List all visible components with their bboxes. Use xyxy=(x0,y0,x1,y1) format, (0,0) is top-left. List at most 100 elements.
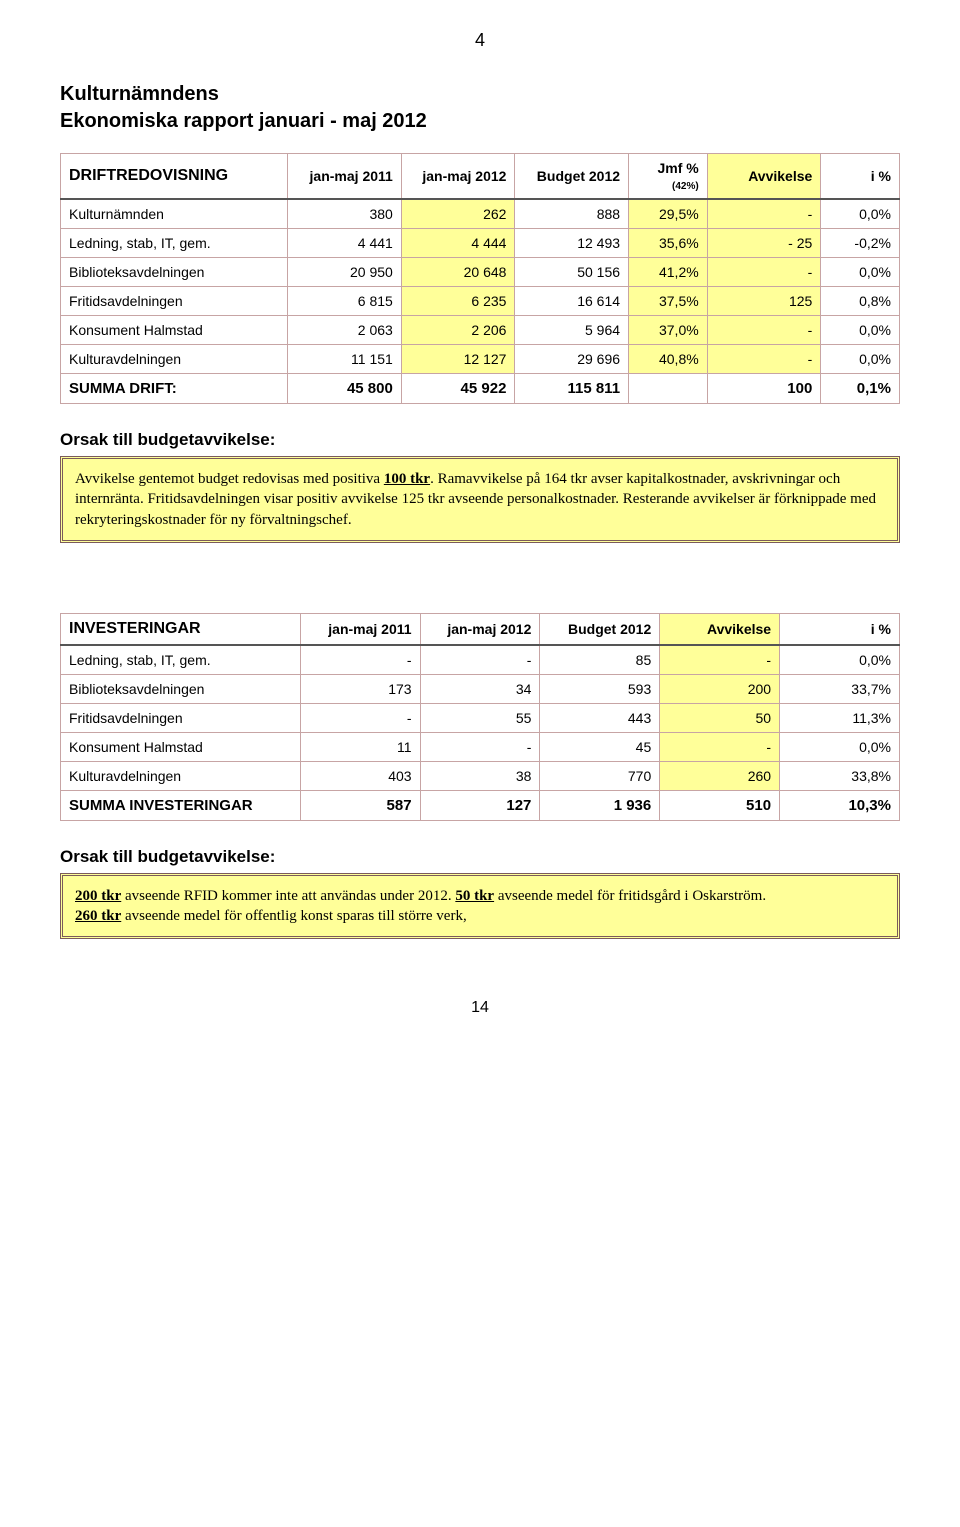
drift-sum-row: SUMMA DRIFT: 45 800 45 922 115 811 100 0… xyxy=(61,374,900,404)
note1-amount: 100 tkr xyxy=(384,471,430,487)
invest-header-c5: Avvikelse xyxy=(660,613,780,645)
drift-header-c5: Avvikelse xyxy=(707,154,821,200)
table-row: Konsument Halmstad2 0632 2065 96437,0%-0… xyxy=(61,316,900,345)
cell: 16 614 xyxy=(515,287,629,316)
page-number-bottom: 14 xyxy=(60,999,900,1017)
cell: 33,7% xyxy=(780,674,900,703)
invest-sum-label: SUMMA INVESTERINGAR xyxy=(61,790,301,820)
orsak-heading-1: Orsak till budgetavvikelse: xyxy=(60,430,900,450)
drift-header-c6: i % xyxy=(821,154,900,200)
page-number-top: 4 xyxy=(60,30,900,51)
cell: 888 xyxy=(515,199,629,229)
cell: 41,2% xyxy=(629,258,708,287)
cell: 443 xyxy=(540,703,660,732)
cell: 11 xyxy=(300,732,420,761)
cell: - xyxy=(420,732,540,761)
cell: 34 xyxy=(420,674,540,703)
cell: Kulturavdelningen xyxy=(61,761,301,790)
invest-sum-c3: 1 936 xyxy=(540,790,660,820)
drift-header-c4: Jmf % (42%) xyxy=(629,154,708,200)
table-row: Ledning, stab, IT, gem.4 4414 44412 4933… xyxy=(61,229,900,258)
cell: 0,0% xyxy=(821,258,900,287)
invest-header-label: INVESTERINGAR xyxy=(61,613,301,645)
cell: - xyxy=(660,645,780,675)
report-title: Kulturnämndens Ekonomiska rapport januar… xyxy=(60,81,900,135)
drift-sum-c2: 45 922 xyxy=(401,374,515,404)
drift-header-c1: jan-maj 2011 xyxy=(288,154,402,200)
cell: 45 xyxy=(540,732,660,761)
cell: - xyxy=(707,258,821,287)
invest-table: INVESTERINGAR jan-maj 2011 jan-maj 2012 … xyxy=(60,613,900,821)
cell: 85 xyxy=(540,645,660,675)
cell: Biblioteksavdelningen xyxy=(61,258,288,287)
cell: Biblioteksavdelningen xyxy=(61,674,301,703)
drift-sum-label: SUMMA DRIFT: xyxy=(61,374,288,404)
note2-amt-2: 50 tkr xyxy=(455,888,494,904)
invest-sum-c6: 10,3% xyxy=(780,790,900,820)
cell: Ledning, stab, IT, gem. xyxy=(61,645,301,675)
cell: 2 063 xyxy=(288,316,402,345)
cell: - xyxy=(300,645,420,675)
table-row: Kulturavdelningen11 15112 12729 69640,8%… xyxy=(61,345,900,374)
cell: 0,0% xyxy=(821,345,900,374)
cell: 6 815 xyxy=(288,287,402,316)
cell: 40,8% xyxy=(629,345,708,374)
cell: 262 xyxy=(401,199,515,229)
cell: Ledning, stab, IT, gem. xyxy=(61,229,288,258)
drift-sum-c4 xyxy=(629,374,708,404)
invest-header-c6: i % xyxy=(780,613,900,645)
note-box-1: Avvikelse gentemot budget redovisas med … xyxy=(60,456,900,543)
table-row: Fritidsavdelningen-554435011,3% xyxy=(61,703,900,732)
cell: 5 964 xyxy=(515,316,629,345)
cell: 12 493 xyxy=(515,229,629,258)
cell: - xyxy=(660,732,780,761)
invest-sum-c5: 510 xyxy=(660,790,780,820)
invest-sum-c2: 127 xyxy=(420,790,540,820)
invest-header-c3: Budget 2012 xyxy=(540,613,660,645)
cell: 770 xyxy=(540,761,660,790)
drift-sum-c5: 100 xyxy=(707,374,821,404)
cell: 50 156 xyxy=(515,258,629,287)
cell: Konsument Halmstad xyxy=(61,316,288,345)
note2-amt-1: 200 tkr xyxy=(75,888,121,904)
cell: 2 206 xyxy=(401,316,515,345)
drift-header-label: DRIFTREDOVISNING xyxy=(61,154,288,200)
drift-header-row: DRIFTREDOVISNING jan-maj 2011 jan-maj 20… xyxy=(61,154,900,200)
invest-header-c2: jan-maj 2012 xyxy=(420,613,540,645)
cell: - 25 xyxy=(707,229,821,258)
invest-sum-row: SUMMA INVESTERINGAR 587 127 1 936 510 10… xyxy=(61,790,900,820)
cell: 38 xyxy=(420,761,540,790)
cell: 4 441 xyxy=(288,229,402,258)
table-row: Konsument Halmstad11-45-0,0% xyxy=(61,732,900,761)
cell: 50 xyxy=(660,703,780,732)
note2-text-b: avseende RFID kommer inte att användas u… xyxy=(121,888,455,904)
cell: - xyxy=(420,645,540,675)
table-row: Ledning, stab, IT, gem.--85-0,0% xyxy=(61,645,900,675)
cell: Fritidsavdelningen xyxy=(61,703,301,732)
invest-header-c1: jan-maj 2011 xyxy=(300,613,420,645)
table-row: Kulturnämnden38026288829,5%-0,0% xyxy=(61,199,900,229)
cell: 29 696 xyxy=(515,345,629,374)
cell: 173 xyxy=(300,674,420,703)
cell: 37,5% xyxy=(629,287,708,316)
note1-text-a: Avvikelse gentemot budget redovisas med … xyxy=(75,471,384,487)
cell: Kulturnämnden xyxy=(61,199,288,229)
cell: 20 950 xyxy=(288,258,402,287)
cell: 380 xyxy=(288,199,402,229)
cell: 0,8% xyxy=(821,287,900,316)
drift-sum-c6: 0,1% xyxy=(821,374,900,404)
cell: 0,0% xyxy=(780,645,900,675)
cell: - xyxy=(707,345,821,374)
title-line-1: Kulturnämndens xyxy=(60,83,219,105)
cell: 593 xyxy=(540,674,660,703)
cell: 20 648 xyxy=(401,258,515,287)
table-row: Fritidsavdelningen6 8156 23516 61437,5%1… xyxy=(61,287,900,316)
cell: 260 xyxy=(660,761,780,790)
cell: Konsument Halmstad xyxy=(61,732,301,761)
cell: 0,0% xyxy=(821,199,900,229)
cell: 11,3% xyxy=(780,703,900,732)
cell: 4 444 xyxy=(401,229,515,258)
cell: 12 127 xyxy=(401,345,515,374)
cell: 6 235 xyxy=(401,287,515,316)
cell: 200 xyxy=(660,674,780,703)
